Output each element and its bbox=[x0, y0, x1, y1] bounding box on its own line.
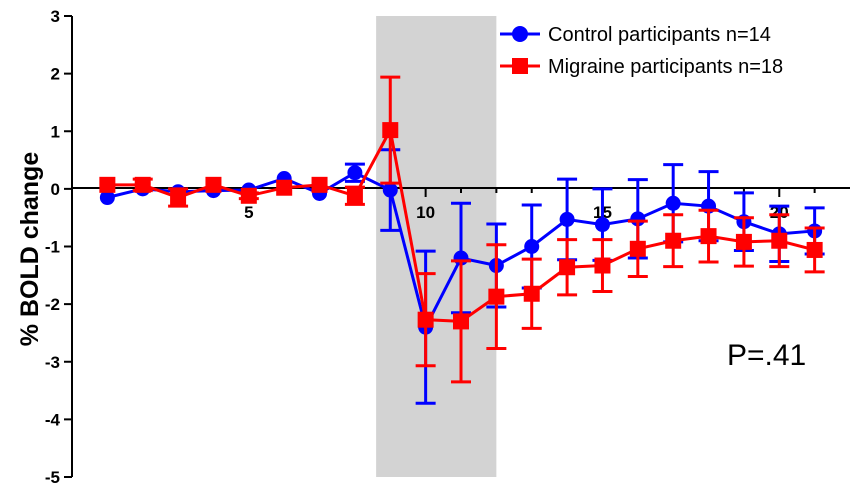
data-point bbox=[346, 187, 363, 204]
legend-marker-control bbox=[512, 26, 528, 42]
data-point bbox=[665, 232, 682, 249]
data-point bbox=[240, 187, 257, 204]
stimulus-shaded-region-layer bbox=[376, 16, 497, 477]
stimulus-shaded-region bbox=[376, 16, 497, 477]
p-value-annotation: P=.41 bbox=[727, 339, 806, 372]
data-point bbox=[205, 176, 222, 193]
y-tick-label: 3 bbox=[51, 7, 60, 26]
x-tick-label: 5 bbox=[244, 203, 253, 222]
y-tick-label: -4 bbox=[45, 410, 61, 429]
data-point bbox=[594, 217, 610, 233]
y-tick-label: -2 bbox=[45, 295, 60, 314]
data-point bbox=[276, 179, 293, 196]
data-point bbox=[806, 241, 823, 258]
data-point bbox=[382, 122, 399, 139]
data-point bbox=[99, 190, 115, 206]
data-point bbox=[523, 285, 540, 302]
data-point bbox=[347, 165, 363, 181]
data-point bbox=[559, 259, 576, 276]
data-point bbox=[700, 228, 717, 245]
data-point bbox=[99, 176, 116, 193]
y-tick-label: -1 bbox=[45, 238, 60, 257]
data-point bbox=[170, 189, 187, 206]
x-tick-label: 10 bbox=[416, 203, 435, 222]
legend-label-migraine: Migraine participants n=18 bbox=[548, 56, 783, 78]
legend-marker-migraine bbox=[512, 58, 528, 74]
data-point bbox=[134, 176, 151, 193]
series-migraine bbox=[99, 75, 825, 384]
data-point bbox=[311, 176, 328, 193]
y-tick-label: 2 bbox=[51, 65, 60, 84]
y-tick-label: 0 bbox=[51, 180, 60, 199]
data-point bbox=[417, 311, 434, 328]
data-point bbox=[629, 240, 646, 257]
data-point bbox=[735, 233, 752, 250]
data-point bbox=[524, 239, 540, 254]
data-point bbox=[559, 211, 575, 227]
data-point bbox=[382, 182, 398, 198]
data-point bbox=[453, 313, 469, 330]
series-layer bbox=[99, 75, 825, 405]
y-tick-label: 1 bbox=[51, 122, 60, 141]
data-point bbox=[488, 288, 505, 305]
data-point bbox=[771, 232, 788, 249]
legend: Control participants n=14 Migraine parti… bbox=[500, 24, 783, 78]
data-point bbox=[665, 195, 681, 211]
y-axis-label: % BOLD change bbox=[16, 152, 44, 347]
legend-label-control: Control participants n=14 bbox=[548, 24, 771, 46]
y-tick-label: -3 bbox=[45, 353, 60, 372]
y-tick-label: -5 bbox=[45, 468, 60, 487]
data-point bbox=[594, 257, 611, 274]
